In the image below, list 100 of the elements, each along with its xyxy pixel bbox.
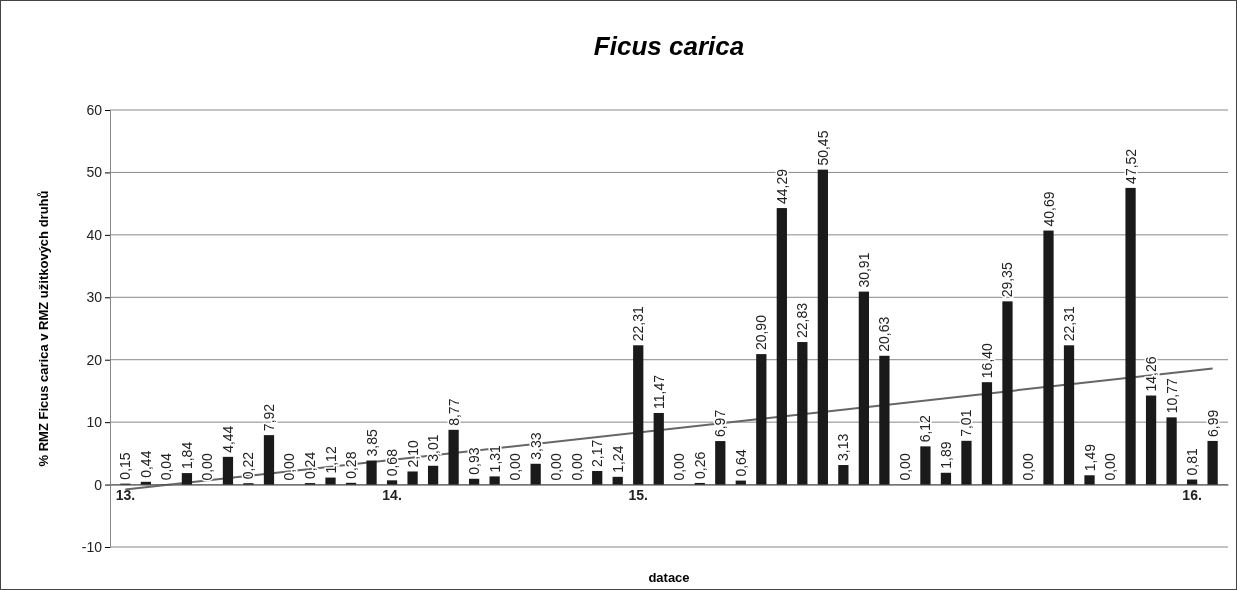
data-label: 1,12 xyxy=(322,446,339,474)
bar xyxy=(407,471,418,485)
data-label: 0,00 xyxy=(1102,453,1119,481)
bar xyxy=(879,355,890,485)
data-label: 22,83 xyxy=(794,302,811,339)
bar xyxy=(612,476,623,485)
data-label: 0,00 xyxy=(281,453,298,481)
data-label: 10,77 xyxy=(1163,378,1180,414)
data-label: 29,35 xyxy=(999,262,1016,298)
data-label: 16,40 xyxy=(978,342,995,379)
bar xyxy=(140,481,152,485)
data-label: 0,93 xyxy=(466,447,483,475)
data-label: 1,89 xyxy=(937,441,954,469)
data-label: 0,44 xyxy=(137,450,154,478)
data-label: 0,68 xyxy=(384,448,401,477)
data-label: 3,85 xyxy=(363,429,380,457)
y-tick-label: 50 xyxy=(86,164,103,181)
y-axis-title: % RMZ Ficus carica v RMZ užitkových druhů xyxy=(36,190,51,467)
x-tick-label: 13. xyxy=(115,487,136,504)
data-label: 22,31 xyxy=(1061,306,1078,342)
y-tick-label: 40 xyxy=(86,226,103,243)
chart-title: Ficus carica xyxy=(593,31,745,61)
data-label: 0,00 xyxy=(671,453,688,481)
data-label: 6,99 xyxy=(1204,409,1221,437)
bar xyxy=(1043,230,1054,485)
data-label: 14,26 xyxy=(1143,356,1160,392)
data-label: 0,64 xyxy=(732,449,749,477)
bar xyxy=(448,429,459,485)
y-tick-label: 20 xyxy=(86,351,103,368)
bar xyxy=(981,382,993,485)
data-label: 0,00 xyxy=(548,453,565,481)
data-label: 7,01 xyxy=(958,409,975,437)
bar xyxy=(961,440,972,485)
bar xyxy=(468,478,480,485)
bar xyxy=(530,463,541,485)
data-label: 0,00 xyxy=(896,453,913,481)
bar xyxy=(1063,345,1075,485)
bar xyxy=(1186,479,1198,485)
data-label: 20,63 xyxy=(876,316,893,352)
data-label: 0,15 xyxy=(117,452,134,480)
bar xyxy=(940,472,952,485)
data-label: 6,97 xyxy=(712,409,729,438)
data-label: 0,24 xyxy=(302,451,319,480)
data-label: 1,49 xyxy=(1081,443,1098,472)
y-tick-label: 30 xyxy=(86,289,103,306)
bar xyxy=(325,477,336,485)
data-label: 22,31 xyxy=(630,306,647,342)
data-label: 3,01 xyxy=(425,434,442,462)
data-label: 4,44 xyxy=(219,425,236,453)
data-label: 1,31 xyxy=(486,444,503,473)
data-label: 47,52 xyxy=(1122,148,1139,184)
data-label: 0,00 xyxy=(507,453,524,481)
y-tick-label: 0 xyxy=(94,476,103,493)
data-label: 0,28 xyxy=(343,451,360,479)
bar xyxy=(653,412,664,485)
bar xyxy=(920,446,931,485)
bar xyxy=(489,476,500,485)
bar xyxy=(386,480,398,485)
data-label: 2,10 xyxy=(404,440,421,468)
x-tick-label: 14. xyxy=(382,487,402,504)
x-tick-label: 16. xyxy=(1182,487,1202,504)
bar xyxy=(633,345,644,485)
data-label: 2,17 xyxy=(589,439,606,468)
bar xyxy=(756,354,767,485)
bar xyxy=(1125,187,1136,485)
data-label: 3,13 xyxy=(835,433,852,462)
bar xyxy=(1084,475,1095,485)
data-label: 44,29 xyxy=(773,168,790,205)
data-label: 11,47 xyxy=(650,374,667,409)
bar xyxy=(592,471,603,485)
bar xyxy=(1145,395,1157,485)
bar xyxy=(715,441,726,485)
bar xyxy=(817,169,828,485)
data-label: 8,77 xyxy=(445,398,462,426)
data-label: 6,12 xyxy=(917,414,934,443)
data-label: 1,24 xyxy=(609,445,626,473)
data-label: 40,69 xyxy=(1040,191,1057,227)
bar xyxy=(181,473,193,485)
data-label: 30,91 xyxy=(855,252,872,288)
bar xyxy=(858,291,870,485)
bar xyxy=(1207,440,1218,485)
y-tick-label: 60 xyxy=(86,101,103,118)
bar xyxy=(776,208,787,485)
data-label: 3,33 xyxy=(527,432,544,460)
data-label: 0,00 xyxy=(568,453,585,481)
bar xyxy=(838,465,849,485)
data-label: 20,90 xyxy=(753,314,770,351)
y-tick-label: 10 xyxy=(86,414,103,431)
data-label: 0,00 xyxy=(1019,453,1036,481)
data-label: 0,00 xyxy=(199,453,216,481)
x-tick-label: 15. xyxy=(628,487,648,504)
data-label: 7,92 xyxy=(260,403,277,432)
x-axis-title: datace xyxy=(648,570,690,585)
bar xyxy=(222,456,234,485)
data-label: 0,26 xyxy=(691,451,708,479)
data-label: 0,81 xyxy=(1184,448,1201,476)
bar xyxy=(1002,301,1013,485)
data-label: 50,45 xyxy=(814,130,831,166)
y-tick-label: -10 xyxy=(81,538,103,555)
bar xyxy=(1166,417,1177,485)
